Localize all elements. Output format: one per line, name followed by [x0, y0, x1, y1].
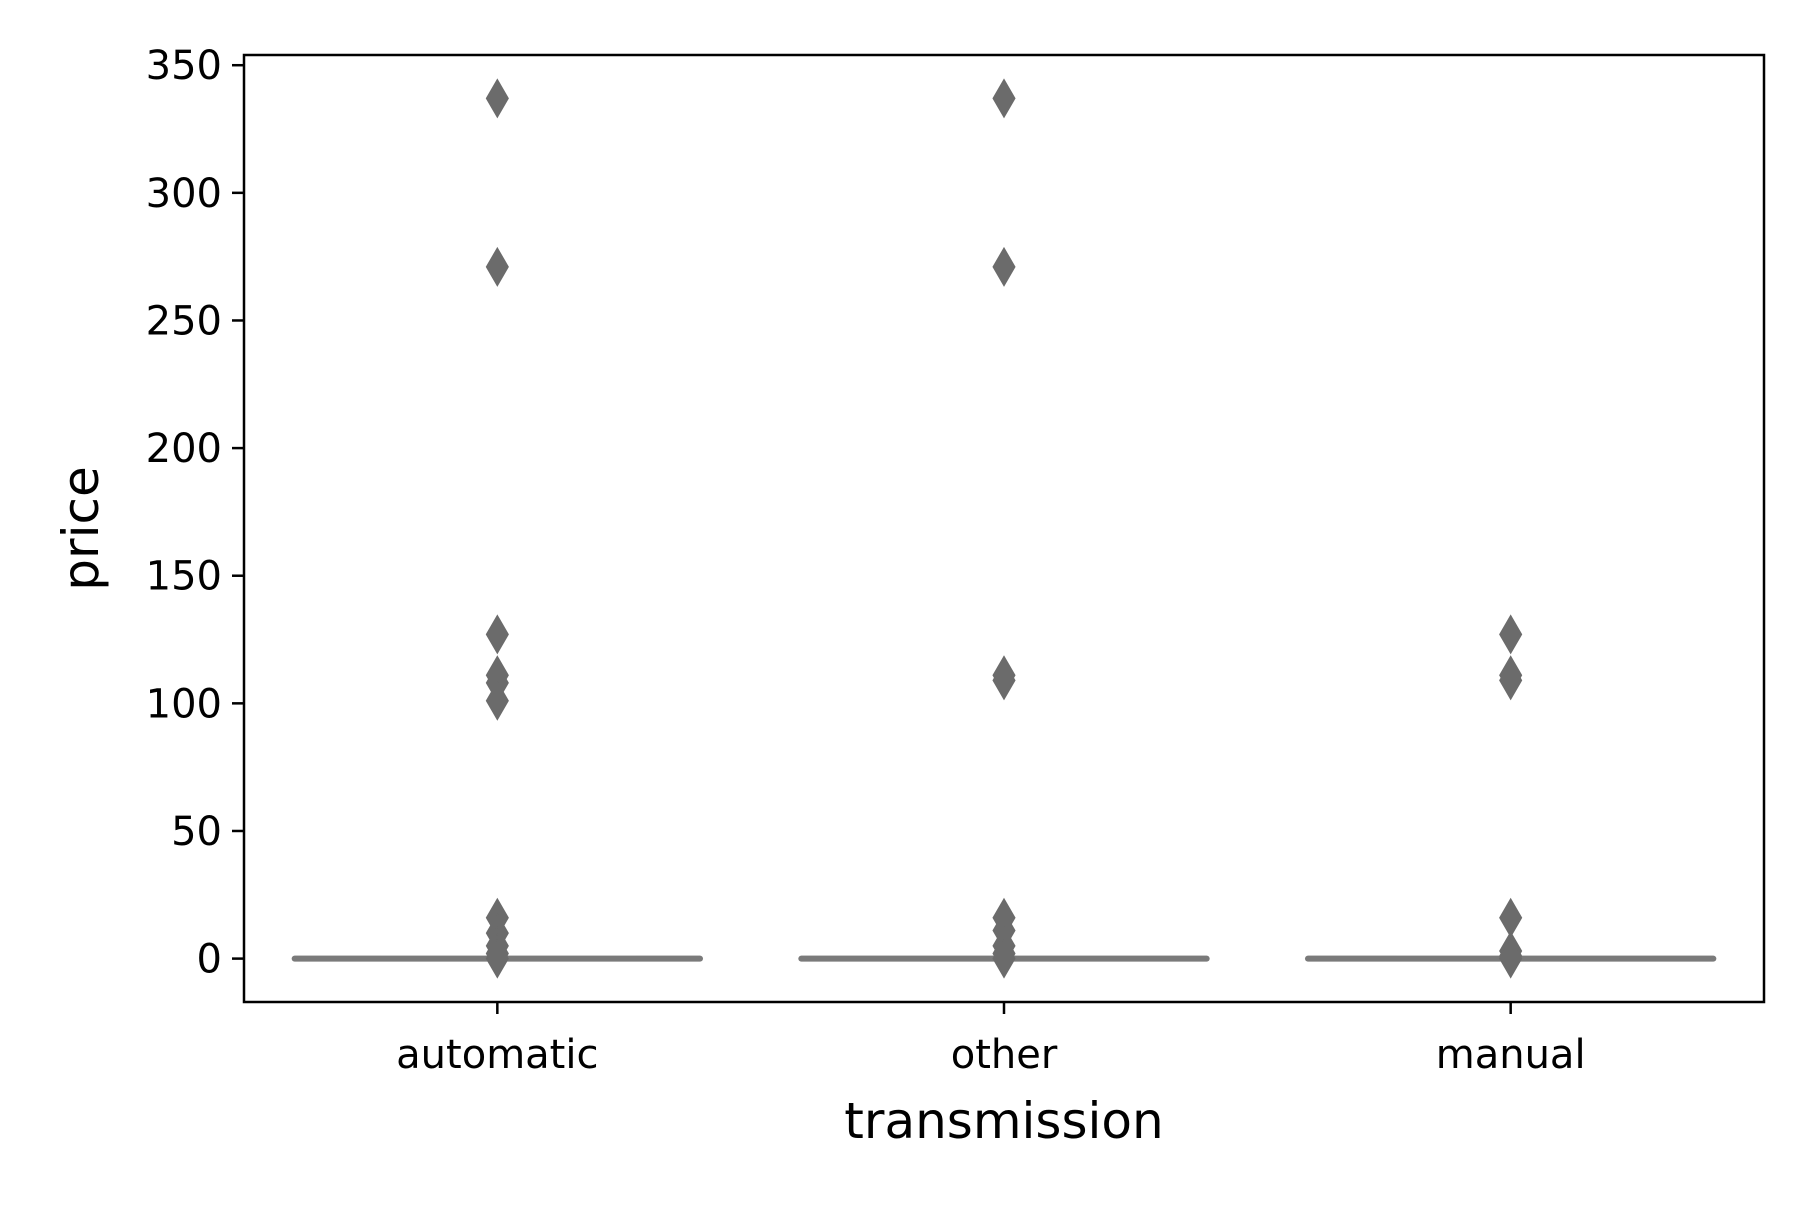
x-tick-label: manual: [1436, 1032, 1586, 1078]
outlier-point: [1499, 660, 1523, 701]
outlier-point: [992, 938, 1016, 979]
x-tick-label: other: [951, 1032, 1058, 1078]
outlier-point: [485, 614, 509, 655]
y-tick-label: 300: [146, 171, 222, 217]
outlier-point: [485, 78, 509, 119]
y-tick-label: 250: [146, 298, 222, 344]
y-tick-label: 350: [146, 43, 222, 89]
box-group-manual: [1305, 614, 1717, 979]
outlier-point: [992, 246, 1016, 287]
outlier-point: [1499, 614, 1523, 655]
y-axis-label: price: [52, 466, 110, 590]
outlier-point: [485, 246, 509, 287]
y-tick-label: 200: [146, 426, 222, 472]
outlier-point: [485, 680, 509, 721]
y-tick-label: 150: [146, 554, 222, 600]
axis-ticks: 0 50 100 150 200 250 300 350 automatic other manua…: [146, 43, 1586, 1078]
y-tick-label: 50: [171, 809, 222, 855]
outlier-point: [1499, 938, 1523, 979]
y-tick-label: 100: [146, 681, 222, 727]
x-tick-label: automatic: [396, 1032, 598, 1078]
box-group-other: [798, 78, 1210, 979]
y-tick-label: 0: [197, 937, 222, 983]
outlier-point: [992, 660, 1016, 701]
outlier-point: [485, 938, 509, 979]
x-axis-label: transmission: [844, 1092, 1163, 1150]
box-group-automatic: [291, 78, 703, 979]
plot-marks: [291, 78, 1717, 979]
plot-frame: [242, 53, 1766, 1004]
outlier-point: [992, 78, 1016, 119]
